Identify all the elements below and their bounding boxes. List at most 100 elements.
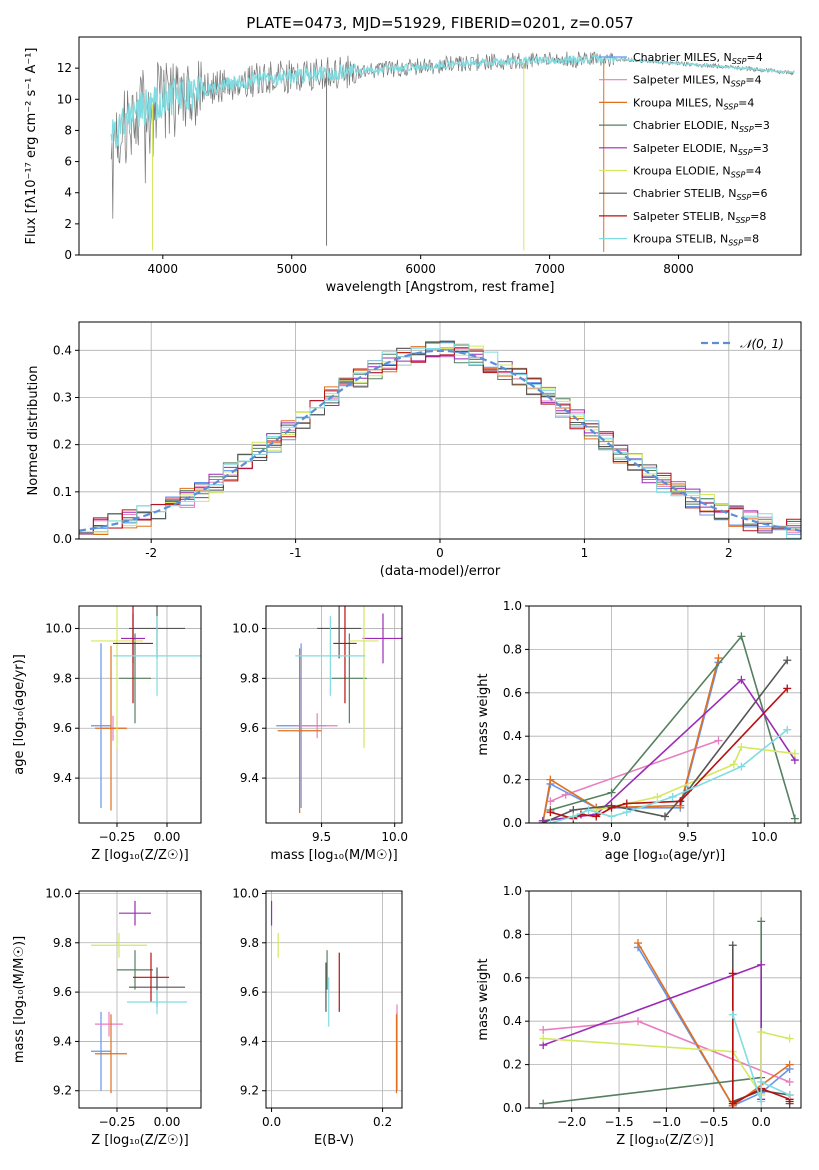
- errorbar-kroupa-miles: [277, 648, 322, 814]
- data-point: [569, 812, 578, 821]
- y-tick-label: 0.4: [503, 729, 522, 743]
- x-tick-label: 4000: [148, 262, 179, 276]
- y-tick-label: 10.0: [232, 621, 259, 635]
- data-point: [790, 814, 799, 823]
- x-axis-label: (data-model)/error: [380, 564, 501, 579]
- histogram-chabrier-stelib: [79, 340, 801, 534]
- weights-vs-Z-panel: −2.0 −1.5 −1.0 −0.5 0.0 0.0 0.2 0.4 0.6 0.8 1.0 Z […: [476, 884, 802, 1148]
- axes-frame: [78, 36, 802, 256]
- axes-frame: [528, 605, 802, 824]
- mass-vs-ebv-panel: 0.0 0.2 9.2 9.4 9.6 9.8 10.0 E(B-V): [232, 886, 403, 1148]
- x-axis-label: Z [log₁₀(Z/Z☉)]: [91, 848, 188, 863]
- data-point: [714, 654, 723, 663]
- x-tick-label: 0.2: [373, 1115, 392, 1129]
- data-point: [790, 749, 799, 758]
- axes-frame: [265, 605, 403, 824]
- y-tick-label: 0.8: [503, 642, 522, 656]
- errorbar-kroupa-miles: [95, 1014, 127, 1094]
- axes-frame: [265, 890, 403, 1109]
- x-tick-label: 0.00: [154, 830, 181, 844]
- errorbar-chabrier-miles: [91, 643, 111, 809]
- legend-entry-kroupa-stelib: Kroupa STELIB, NSSP=8: [633, 233, 759, 248]
- y-tick-label: 0.0: [503, 816, 522, 830]
- errorbar-chabrier-elodie: [117, 950, 153, 990]
- y-tick-label: 9.4: [53, 771, 72, 785]
- plot-area: [91, 606, 201, 811]
- data-point: [729, 760, 738, 769]
- y-tick-label: 0.0: [53, 532, 72, 546]
- data-point: [676, 797, 685, 806]
- histogram-kroupa-stelib: [79, 343, 801, 539]
- spectrum-legend: Chabrier MILES, NSSP=4 Salpeter MILES, NS…: [599, 51, 770, 248]
- y-tick-label: 9.4: [53, 1034, 72, 1048]
- data-point: [561, 790, 570, 799]
- y-tick-label: 9.2: [53, 1084, 72, 1098]
- data-point: [737, 632, 746, 641]
- plot-area: [110, 51, 795, 252]
- age-vs-mass-panel: 9.5 10.0 9.4 9.6 9.8 10.0 mass [log₁₀(M/M☉)]: [232, 605, 408, 863]
- y-tick-label: 2: [64, 217, 72, 231]
- x-tick-label: 6000: [405, 262, 436, 276]
- y-tick-label: 0.2: [503, 1058, 522, 1072]
- data-point: [538, 819, 547, 823]
- series-kroupa-elodie: [592, 743, 799, 814]
- plot-area: [539, 917, 794, 1108]
- legend-entry-chabrier-elodie: Chabrier ELODIE, NSSP=3: [633, 119, 770, 134]
- data-point: [757, 1028, 766, 1037]
- errorbar-salpeter-elodie: [119, 900, 151, 926]
- y-tick-label: 0.3: [53, 390, 72, 404]
- y-tick-label: 0.8: [503, 927, 522, 941]
- x-tick-label: 5000: [276, 262, 307, 276]
- data-point: [737, 675, 746, 684]
- y-tick-label: 9.8: [53, 936, 72, 950]
- data-point: [622, 808, 631, 817]
- errorbar-salpeter-stelib: [113, 606, 153, 704]
- y-tick-label: 0.0: [503, 1101, 522, 1115]
- x-tick-label: −2.0: [557, 1115, 586, 1129]
- data-point: [757, 1097, 766, 1106]
- y-tick-label: 0.2: [53, 438, 72, 452]
- y-axis-label: Normed distribution: [26, 366, 41, 496]
- data-point: [539, 1099, 548, 1108]
- data-point: [785, 1060, 794, 1069]
- data-point: [728, 1099, 737, 1108]
- series-kroupa-stelib: [546, 725, 792, 823]
- data-point: [633, 1017, 642, 1026]
- y-axis-label: mass weight: [476, 958, 491, 1040]
- y-tick-label: 1.0: [503, 884, 522, 898]
- x-tick-label: 9.5: [678, 830, 697, 844]
- series-chabrier-elodie: [546, 632, 799, 823]
- errorbar-salpeter-stelib: [133, 952, 169, 1002]
- y-axis-label: age [log₁₀(age/yr)]: [12, 654, 27, 775]
- plot-area: [91, 900, 187, 1094]
- weights-vs-age-panel: 9.0 9.5 10.0 0.0 0.2 0.4 0.6 0.8 1.0 age [log₁₀(a…: [476, 599, 802, 863]
- x-axis-label: age [log₁₀(age/yr)]: [605, 848, 726, 863]
- x-tick-label: 10.0: [751, 830, 778, 844]
- x-tick-label: 9.0: [602, 830, 621, 844]
- x-tick-label: -1: [290, 546, 302, 560]
- data-point: [661, 812, 669, 821]
- x-tick-label: 0: [436, 546, 444, 560]
- y-tick-label: 9.8: [240, 936, 259, 950]
- age-vs-Z-panel: −0.25 0.00 9.4 9.6 9.8 10.0 Z [log₁₀(Z/Z☉)] age…: [12, 605, 202, 863]
- x-tick-label: 10.0: [381, 830, 408, 844]
- legend-entry-chabrier-stelib: Chabrier STELIB, NSSP=6: [633, 187, 767, 202]
- y-tick-label: 0.6: [503, 971, 522, 985]
- y-tick-label: 9.6: [53, 985, 72, 999]
- data-point: [653, 792, 662, 801]
- y-tick-label: 9.8: [240, 671, 259, 685]
- data-point: [757, 960, 766, 969]
- errorbar-salpeter-elodie: [362, 613, 402, 664]
- y-tick-label: 4: [64, 186, 72, 200]
- errorbar-kroupa-stelib: [113, 615, 201, 696]
- data-point: [607, 788, 616, 797]
- y-tick-label: 9.6: [53, 721, 72, 735]
- plot-area: [538, 632, 799, 823]
- y-tick-label: 10.0: [232, 886, 259, 900]
- x-tick-label: 0.0: [262, 1115, 281, 1129]
- errorbar-kroupa-elodie: [91, 606, 143, 749]
- y-tick-label: 9.6: [240, 985, 259, 999]
- legend-entry-salpeter-stelib: Salpeter STELIB, NSSP=8: [633, 210, 766, 225]
- data-point: [785, 1034, 794, 1043]
- legend-entry-kroupa-miles: Kroupa MILES, NSSP=4: [633, 96, 754, 111]
